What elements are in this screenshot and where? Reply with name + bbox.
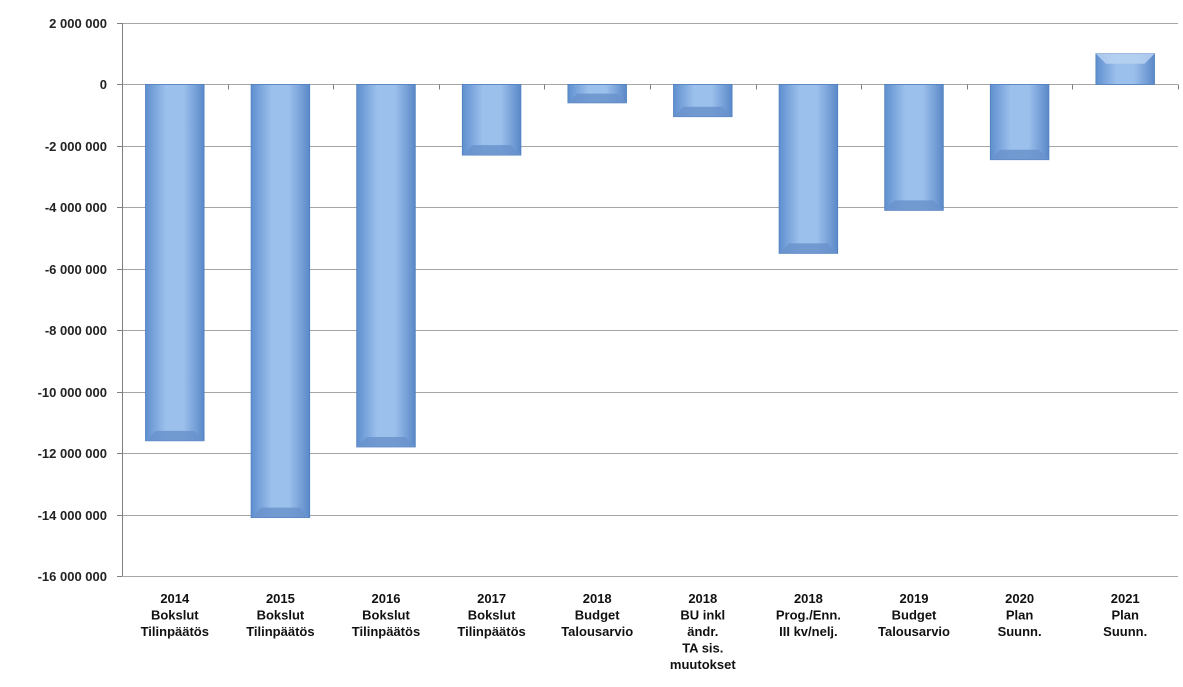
x-category-label: 2020 Plan Suunn.: [998, 591, 1042, 639]
y-tick-label: -12 000 000: [38, 446, 107, 461]
y-tick-label: -16 000 000: [38, 569, 107, 584]
bars: [145, 53, 1155, 519]
y-tick-label: -4 000 000: [45, 200, 107, 215]
y-tick-label: -6 000 000: [45, 262, 107, 277]
x-category-label: 2017 Bokslut Tilinpäätös: [457, 591, 525, 639]
y-tick-label: -8 000 000: [45, 323, 107, 338]
x-category-label: 2016 Bokslut Tilinpäätös: [352, 591, 420, 639]
y-tick-labels: 2 000 000 0 -2 000 000 -4 000 000 -6 000 000…: [38, 16, 107, 584]
bar: [1095, 53, 1155, 85]
y-tick-label: -2 000 000: [45, 139, 107, 154]
x-category-label: 2021 Plan Suunn.: [1103, 591, 1147, 639]
x-category-label: 2018 BU inkl ändr. TA sis. muutokset: [670, 591, 736, 672]
y-tick-label: 0: [100, 77, 107, 92]
x-category-label: 2015 Bokslut Tilinpäätös: [246, 591, 314, 639]
bar: [356, 84, 416, 448]
x-category-label: 2018 Budget Talousarvio: [561, 591, 633, 639]
bar: [567, 84, 627, 104]
bar: [673, 84, 733, 118]
x-category-label: 2019 Budget Talousarvio: [878, 591, 950, 639]
x-category-labels: 2014 Bokslut Tilinpäätös 2015 Bokslut Tilinpä…: [141, 591, 1148, 672]
bar: [989, 84, 1050, 161]
x-category-label: 2018 Prog./Enn. III kv/nelj.: [776, 591, 841, 639]
bar: [461, 84, 522, 156]
x-category-label: 2014 Bokslut Tilinpäätös: [141, 591, 209, 639]
y-tick-label: -10 000 000: [38, 385, 107, 400]
bar: [250, 84, 311, 519]
bar: [778, 84, 839, 254]
y-tick-label: 2 000 000: [49, 16, 107, 31]
bar: [145, 84, 205, 442]
axes: [117, 23, 1179, 577]
y-tick-label: -14 000 000: [38, 508, 107, 523]
bar: [884, 84, 944, 211]
